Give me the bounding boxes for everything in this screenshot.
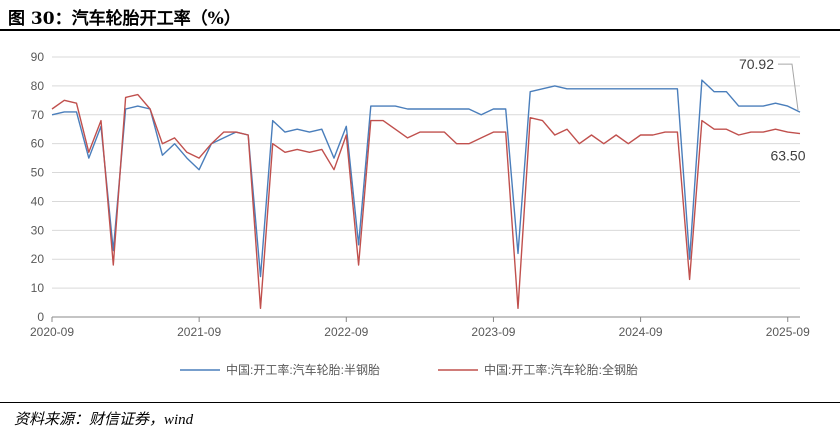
series-line-1 bbox=[51, 79, 801, 278]
bottom-rule bbox=[0, 402, 840, 403]
callout-label: 63.50 bbox=[770, 148, 805, 164]
legend-label-2: 中国:开工率:汽车轮胎:全钢胎 bbox=[484, 362, 638, 377]
y-tick-label: 90 bbox=[31, 50, 45, 64]
x-tick-label: 2025-09 bbox=[766, 325, 810, 339]
x-tick-label: 2022-09 bbox=[324, 325, 368, 339]
legend: 中国:开工率:汽车轮胎:半钢胎 中国:开工率:汽车轮胎:全钢胎 bbox=[180, 362, 638, 377]
y-tick-label: 80 bbox=[31, 79, 45, 93]
axes: 0 10 20 30 40 50 60 70 80 90 2020-09 2021-09 2022-09… bbox=[30, 50, 810, 339]
value-callouts: 70.92 63.50 bbox=[739, 56, 806, 163]
y-tick-label: 30 bbox=[31, 223, 45, 237]
gridlines bbox=[52, 56, 800, 289]
top-rule bbox=[0, 29, 840, 31]
y-tick-label: 50 bbox=[31, 166, 45, 180]
y-tick-label: 0 bbox=[37, 310, 44, 324]
figure-title: 图 30：汽车轮胎开工率（%） bbox=[8, 9, 241, 29]
y-tick-label: 20 bbox=[31, 252, 45, 266]
y-tick-label: 60 bbox=[31, 137, 45, 151]
series-line-2 bbox=[51, 93, 801, 309]
callout-label: 70.92 bbox=[739, 56, 774, 72]
callout-leader bbox=[778, 63, 799, 111]
series-lines bbox=[51, 79, 801, 309]
y-tick-label: 70 bbox=[31, 108, 45, 122]
x-tick-label: 2020-09 bbox=[30, 325, 74, 339]
legend-label-1: 中国:开工率:汽车轮胎:半钢胎 bbox=[226, 362, 380, 377]
x-tick-label: 2021-09 bbox=[177, 325, 221, 339]
source-note: 资料来源：财信证券，wind bbox=[14, 412, 194, 428]
y-tick-label: 40 bbox=[31, 194, 45, 208]
x-tick-label: 2023-09 bbox=[471, 325, 515, 339]
line-chart: 0 10 20 30 40 50 60 70 80 90 2020-09 2021-09 2022-09… bbox=[30, 50, 810, 377]
y-tick-label: 10 bbox=[31, 281, 45, 295]
x-tick-label: 2024-09 bbox=[619, 325, 663, 339]
